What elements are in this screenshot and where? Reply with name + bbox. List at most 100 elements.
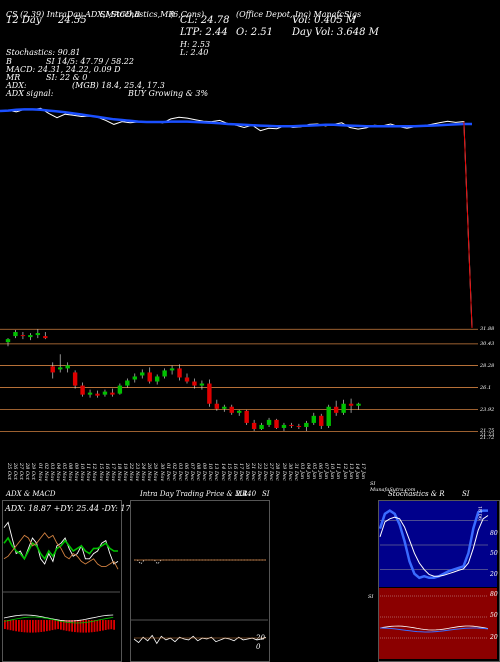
candle-body-32: [244, 410, 249, 423]
macd-bar-13: [40, 620, 43, 632]
candle-body-28: [214, 403, 220, 409]
adx-signal-label: ADX signal:: [6, 89, 54, 98]
candle-body-40: [304, 422, 309, 427]
candle-body-14: [110, 392, 115, 395]
mgb-value: (MGB) 18.4, 25.4, 17.3: [72, 81, 165, 90]
macd-bar-32: [93, 620, 96, 632]
candlestick-chart: [0, 328, 478, 432]
level-label-2: 28.28: [480, 362, 495, 369]
chart-desc: CS (2.39) IntraDay ADX,MACD,B: [6, 10, 141, 19]
candle-body-22: [169, 368, 175, 371]
mr-tick-0: 0: [256, 643, 261, 651]
candle-body-27: [207, 383, 212, 404]
mr-panel-tick-80: 80: [490, 591, 498, 598]
level-label-1: 30.43: [480, 340, 495, 347]
intraday-value: 2.440: [236, 490, 257, 498]
macd-bar-29: [85, 620, 87, 633]
candle-body-7: [58, 367, 63, 370]
volume: Vol: 0.405 M: [292, 15, 357, 26]
candle-body-3: [28, 335, 33, 338]
candle-body-12: [95, 393, 100, 396]
date-price: 24.55: [58, 15, 87, 26]
candle-body-35: [266, 419, 272, 425]
stoch-tick-20: 20: [490, 571, 498, 578]
macd-bar-14: [43, 620, 45, 632]
adx-label: ADX:: [6, 81, 27, 90]
macd-bar-1: [6, 620, 9, 630]
candle-body-33: [251, 422, 257, 429]
intraday-si: SI: [262, 490, 270, 498]
macd-bar-18: [54, 620, 57, 630]
candle-body-6: [50, 366, 55, 373]
header-line1: CS (2.39) IntraDay ADX,MACD,B: [6, 10, 140, 19]
high-price: H: 2.53: [180, 40, 211, 49]
candle-body-46: [348, 403, 354, 406]
adx-panel: ADX: 18.87 +DY: 25.44 -DY: 17.34: [2, 500, 143, 662]
candle-body-25: [192, 381, 197, 386]
macd-bar-2: [9, 620, 12, 631]
candle-body-36: [274, 419, 279, 428]
stoch-tick-50: 50: [490, 550, 498, 557]
candle-body-30: [229, 406, 234, 413]
candle-body-38: [289, 424, 294, 426]
macd-bar-38: [110, 620, 113, 630]
macd-bar-37: [107, 620, 110, 630]
candle-body-37: [281, 424, 287, 428]
intraday-panel: [130, 500, 270, 662]
candle-body-4: [35, 333, 41, 336]
candle-body-13: [102, 391, 108, 395]
r-line-2: [379, 627, 489, 633]
candle-body-8: [65, 365, 70, 369]
macd-bar-31: [90, 620, 93, 633]
level-label-6: 21.73: [480, 431, 495, 438]
intraday-panel-title: Intra Day Trading Price & MR: [140, 490, 248, 498]
open-price: O: 2.51: [236, 27, 274, 38]
candle-body-19: [147, 372, 152, 382]
macd-bar-3: [12, 620, 15, 631]
level-label-5: 21.75: [480, 428, 495, 435]
macd-bar-15: [46, 620, 48, 632]
macd-bar-22: [65, 620, 68, 631]
close-price: CL: 24.78: [180, 15, 230, 26]
company-name-text: (Office Depot, Inc) ManafcSigs: [236, 10, 362, 19]
macd-bar-8: [26, 620, 29, 633]
level-label-4: 23.92: [480, 406, 495, 413]
macd-bar-11: [34, 620, 37, 633]
candle-body-2: [20, 335, 26, 337]
macd-bar-20: [60, 620, 62, 630]
stoch-value-label: 90.81: [478, 506, 484, 520]
macd-bar-7: [23, 620, 26, 633]
indicator-list: SI,Stochastics,MR: [100, 10, 175, 19]
si-value: SI 14/5: 47.79 / 58.22: [46, 57, 134, 66]
candle-body-24: [184, 377, 190, 382]
price-drop-line: [463, 121, 473, 329]
cons-label: (6,Cons): [170, 10, 205, 19]
macd-line: [3, 614, 114, 622]
low-price: L: 2.40: [180, 48, 209, 57]
mr-panel-tick-20: 20: [490, 634, 498, 641]
macd-bar-16: [48, 620, 51, 631]
macd-bar-24: [71, 620, 73, 632]
macd-bar-12: [37, 620, 40, 633]
candle-body-39: [296, 425, 302, 427]
mr-label: MR: [6, 73, 21, 82]
candle-body-26: [199, 383, 205, 386]
macd-bar-9: [29, 620, 31, 633]
company-name: (Office Depot, Inc) ManafcSigs: [236, 10, 361, 19]
buy-signal: BUY Growing & 3%: [128, 89, 209, 98]
macd-signal: [3, 616, 114, 624]
candle-body-43: [326, 406, 331, 426]
candle-body-10: [80, 385, 85, 395]
macd-value: MACD: 24.31, 24.22, 0.09 D: [6, 65, 121, 74]
price-line-chart: [0, 107, 473, 329]
stoch-side-label: SI: [368, 594, 374, 600]
candle-body-15: [117, 385, 123, 394]
r-bg: [379, 588, 497, 659]
candle-body-42: [319, 415, 324, 426]
candle-body-41: [311, 415, 316, 423]
candle-body-11: [87, 392, 93, 395]
macd-bar-17: [51, 620, 54, 631]
header-line1b: SI,Stochastics,MR: [100, 10, 174, 19]
stoch-series-1: [379, 515, 489, 577]
